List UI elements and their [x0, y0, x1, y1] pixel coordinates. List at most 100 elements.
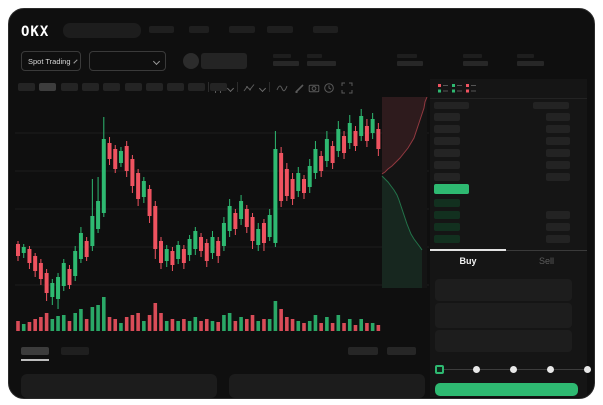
- volume-bar: [285, 317, 289, 331]
- header-action-pill[interactable]: [201, 53, 247, 69]
- volume-bar: [365, 323, 369, 331]
- nav-item[interactable]: [229, 26, 255, 33]
- volume-bar: [21, 324, 26, 331]
- volume-bar: [296, 321, 301, 331]
- volume-bar: [142, 321, 146, 331]
- candle-body: [319, 156, 324, 171]
- candle-body: [336, 129, 341, 151]
- ask-price[interactable]: [434, 173, 460, 181]
- slider-stop[interactable]: [509, 366, 517, 373]
- timeframe-pill[interactable]: [103, 83, 121, 91]
- volume-bar: [50, 319, 55, 331]
- ask-price[interactable]: [434, 161, 460, 169]
- candle-body: [279, 153, 284, 201]
- timeframe-pill[interactable]: [188, 83, 206, 91]
- wave-icon[interactable]: [276, 82, 288, 94]
- bid-price[interactable]: [434, 223, 460, 231]
- timeframe-pill[interactable]: [18, 83, 35, 91]
- timeframe-pill[interactable]: [81, 83, 99, 91]
- divider: [208, 82, 209, 92]
- chevron-down-icon[interactable]: [258, 84, 267, 93]
- buy-tab-indicator: [430, 249, 506, 251]
- depth-ask-area: [382, 97, 427, 174]
- market-type-dropdown[interactable]: Spot Trading: [21, 51, 81, 71]
- volume-bar: [84, 319, 89, 331]
- stat-label: [463, 54, 482, 58]
- buy-tab[interactable]: Buy: [459, 256, 477, 266]
- nav-item[interactable]: [267, 26, 293, 33]
- last-price-badge[interactable]: [434, 184, 469, 194]
- slider-handle[interactable]: [434, 365, 444, 374]
- indicators-icon[interactable]: [243, 82, 255, 94]
- candle-body: [267, 215, 272, 237]
- candlestick-chart[interactable]: [15, 97, 429, 337]
- chart-footer-action[interactable]: [387, 347, 416, 355]
- stat-value: [517, 61, 544, 66]
- ask-price[interactable]: [434, 125, 460, 133]
- volume-bar: [210, 321, 215, 331]
- candle-body: [227, 206, 232, 231]
- candle-body: [136, 173, 141, 199]
- volume-bar: [44, 313, 49, 331]
- total-field[interactable]: [435, 330, 572, 352]
- app-window: OKX Spot Trading: [8, 8, 595, 399]
- chart-tab-active[interactable]: [21, 347, 49, 355]
- candle-body: [324, 139, 329, 161]
- orderbook-layout-asks-icon[interactable]: [466, 83, 477, 94]
- ask-price[interactable]: [434, 113, 460, 121]
- nav-item[interactable]: [313, 26, 338, 33]
- history-clock-icon[interactable]: [323, 82, 335, 94]
- volume-bar: [256, 321, 261, 331]
- orderbook-layout-bids-icon[interactable]: [452, 83, 463, 94]
- slider-stop[interactable]: [583, 366, 591, 373]
- timeframe-pill[interactable]: [167, 83, 185, 91]
- candle-body: [204, 243, 209, 261]
- volume-bar: [27, 322, 32, 331]
- search-input[interactable]: [63, 23, 141, 38]
- candle-body: [187, 239, 192, 255]
- candle-body: [353, 131, 358, 146]
- candle-body: [307, 166, 312, 187]
- slider-stop[interactable]: [472, 366, 480, 373]
- slider-stop[interactable]: [546, 366, 554, 373]
- volume-bar: [56, 316, 60, 331]
- timeframe-pill[interactable]: [124, 83, 142, 91]
- chart-footer-action[interactable]: [348, 347, 378, 355]
- volume-bar: [222, 315, 226, 331]
- orderbook-layout-combined-icon[interactable]: [438, 83, 449, 94]
- fullscreen-icon[interactable]: [341, 82, 353, 94]
- volume-bar: [319, 323, 323, 331]
- chevron-down-icon: [72, 58, 78, 64]
- bid-price[interactable]: [434, 199, 460, 207]
- okx-logo: OKX: [21, 24, 50, 40]
- volume-bar: [119, 323, 123, 331]
- candle-body: [61, 263, 66, 286]
- nav-item[interactable]: [189, 26, 209, 33]
- volume-bar: [73, 313, 77, 331]
- bid-price[interactable]: [434, 211, 460, 219]
- volume-bar: [193, 317, 198, 331]
- timeframe-pill[interactable]: [60, 83, 78, 91]
- timeframe-pill[interactable]: [209, 83, 227, 91]
- buy-submit-button[interactable]: [435, 383, 578, 396]
- chart-tab[interactable]: [61, 347, 89, 355]
- bid-price[interactable]: [434, 235, 460, 243]
- timeframe-pill[interactable]: [39, 83, 57, 91]
- price-field[interactable]: [435, 279, 572, 301]
- candle-body: [296, 173, 301, 191]
- timeframe-pill[interactable]: [145, 83, 163, 91]
- draw-pencil-icon[interactable]: [294, 82, 306, 94]
- volume-bar: [159, 313, 163, 331]
- camera-icon[interactable]: [308, 82, 320, 94]
- divider: [430, 98, 587, 99]
- amount-field[interactable]: [435, 303, 572, 328]
- ask-price[interactable]: [434, 149, 460, 157]
- pair-selector-dropdown[interactable]: [89, 51, 166, 71]
- chevron-down-icon[interactable]: [226, 84, 235, 93]
- avatar[interactable]: [183, 53, 199, 69]
- sell-tab[interactable]: Sell: [538, 256, 554, 266]
- nav-item[interactable]: [149, 26, 174, 33]
- candle-body: [239, 201, 244, 219]
- ask-price[interactable]: [434, 137, 460, 145]
- depth-ask-line: [381, 97, 428, 175]
